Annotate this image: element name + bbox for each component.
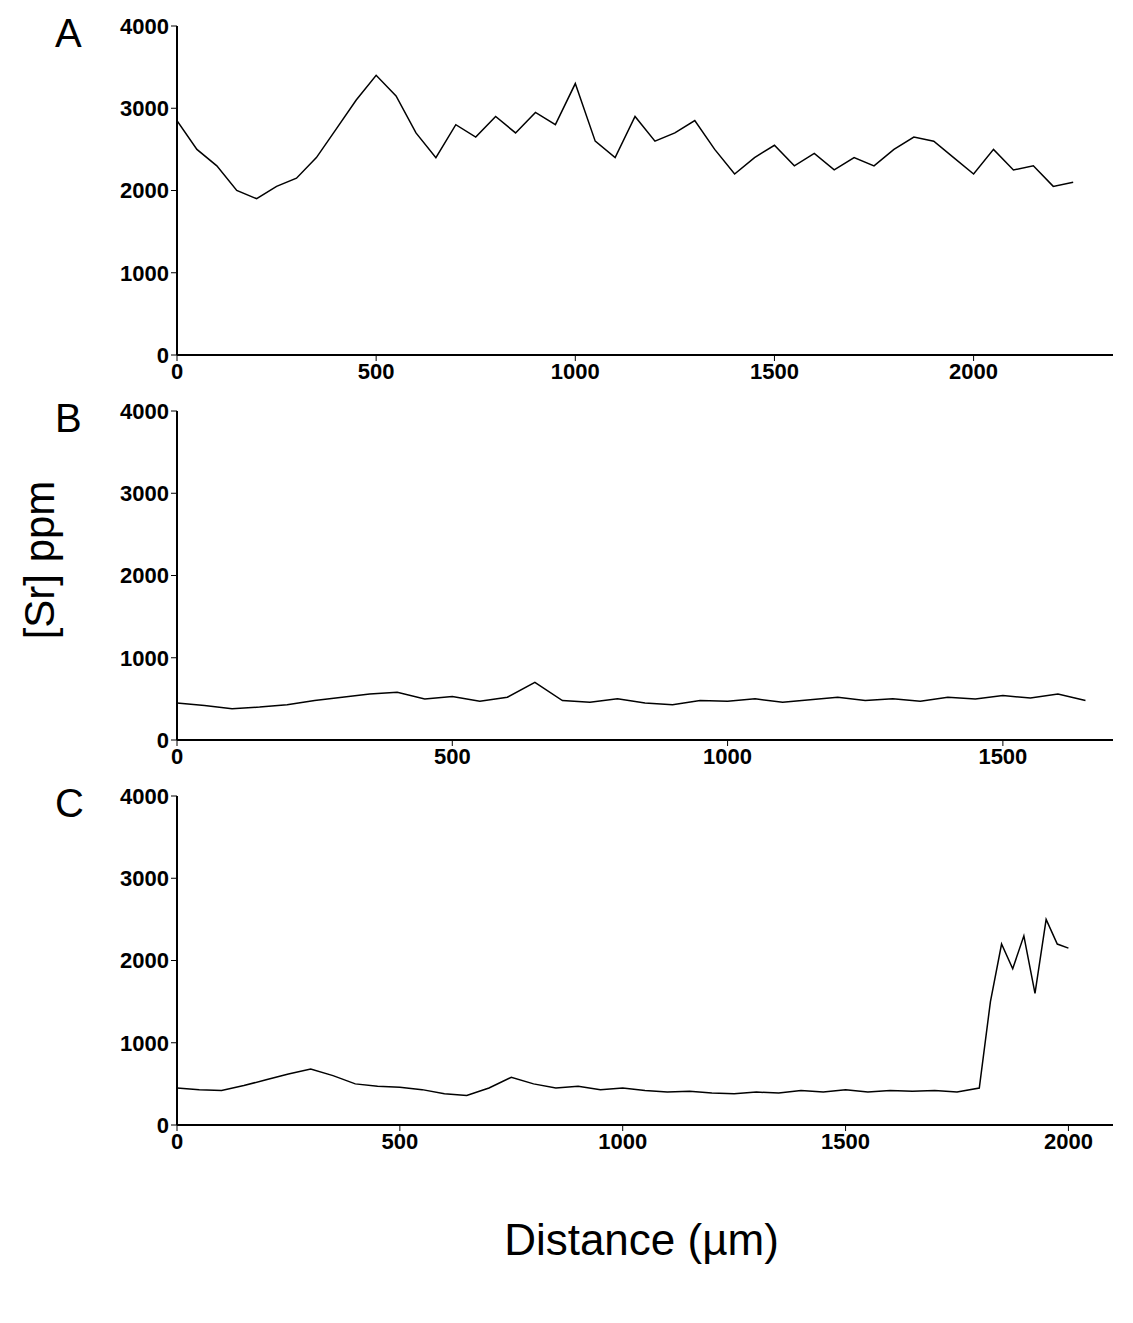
svg-text:3000: 3000 [120,866,169,891]
svg-text:0: 0 [157,728,169,753]
svg-text:0: 0 [157,343,169,368]
svg-text:1000: 1000 [120,646,169,671]
svg-text:2000: 2000 [1044,1129,1093,1154]
svg-text:1000: 1000 [598,1129,647,1154]
html-text:B: B [55,396,82,440]
svg-text:1500: 1500 [750,359,799,384]
svg-text:1000: 1000 [120,1031,169,1056]
svg-text:4000: 4000 [120,784,169,809]
svg-text:2000: 2000 [120,563,169,588]
svg-text:3000: 3000 [120,96,169,121]
svg-text:0: 0 [157,1113,169,1138]
svg-text:4000: 4000 [120,399,169,424]
svg-text:2000: 2000 [949,359,998,384]
html-text:C: C [55,781,84,825]
svg-text:0: 0 [171,1129,183,1154]
svg-text:2000: 2000 [120,178,169,203]
svg-text:1000: 1000 [120,261,169,286]
svg-text:2000: 2000 [120,948,169,973]
svg-text:1500: 1500 [821,1129,870,1154]
svg-text:500: 500 [358,359,395,384]
html-text:A: A [55,11,82,55]
svg-text:500: 500 [434,744,471,769]
svg-text:1000: 1000 [551,359,600,384]
html-text:[Sr] ppm: [Sr] ppm [16,480,63,640]
svg-text:0: 0 [171,359,183,384]
svg-text:3000: 3000 [120,481,169,506]
svg-text:500: 500 [381,1129,418,1154]
svg-text:4000: 4000 [120,14,169,39]
svg-text:1000: 1000 [703,744,752,769]
svg-text:0: 0 [171,744,183,769]
svg-text:1500: 1500 [978,744,1027,769]
html-text:Distance (µm): Distance (µm) [504,1215,779,1264]
